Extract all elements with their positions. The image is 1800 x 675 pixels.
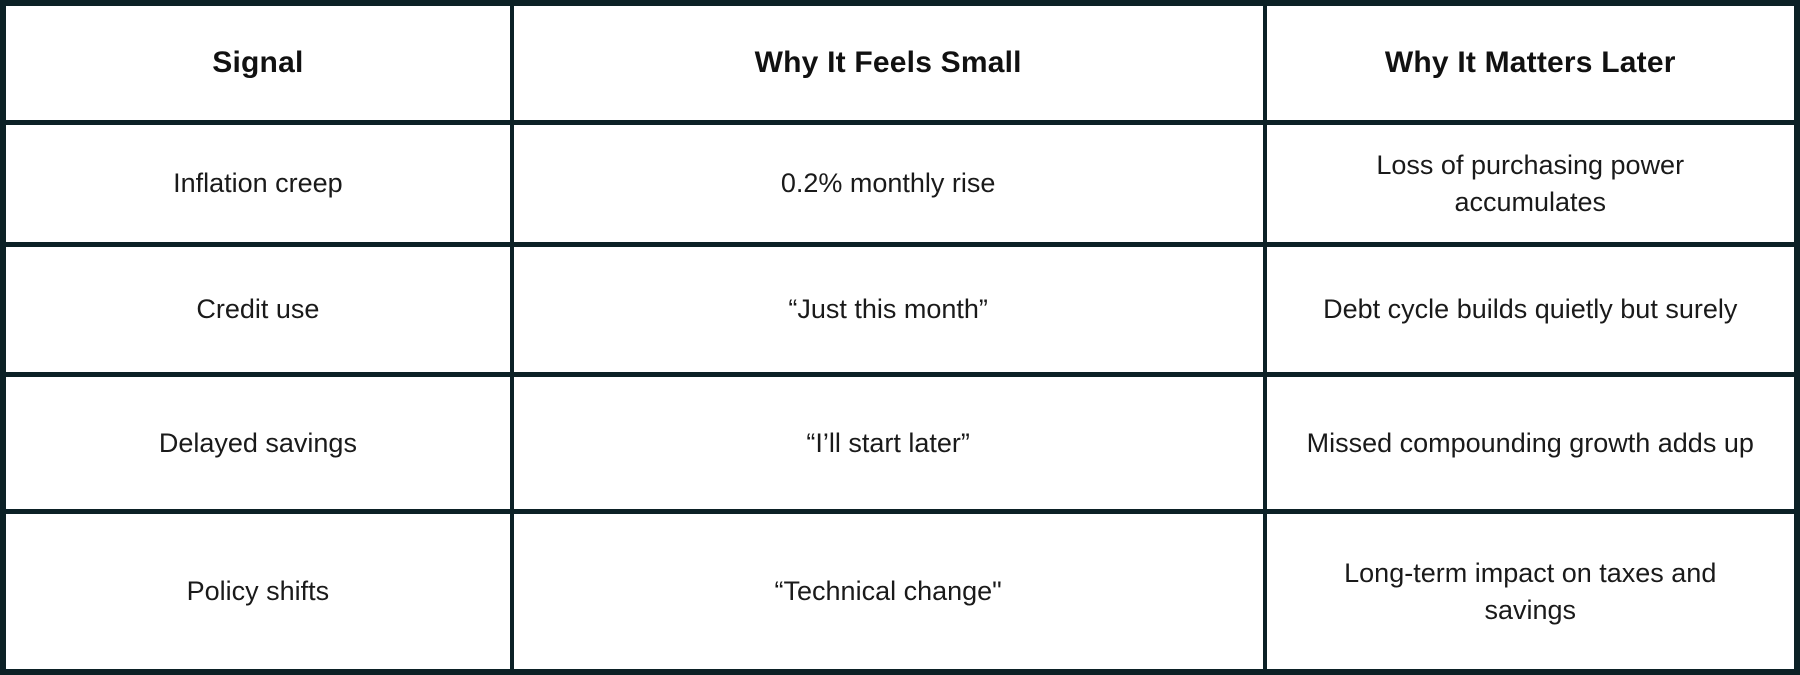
cell-row2-feels-small: “Just this month” xyxy=(513,247,1267,377)
cell-row1-feels-small: 0.2% monthly rise xyxy=(513,125,1267,247)
cell-row2-signal: Credit use xyxy=(6,247,514,377)
cell-row4-matters-later: Long-term impact on taxes and savings xyxy=(1266,514,1794,669)
cell-row2-matters-later: Debt cycle builds quietly but surely xyxy=(1266,247,1794,377)
header-cell-signal: Signal xyxy=(6,6,514,125)
cell-row3-signal: Delayed savings xyxy=(6,377,514,514)
cell-row1-signal: Inflation creep xyxy=(6,125,514,247)
cell-row4-feels-small: “Technical change" xyxy=(513,514,1267,669)
header-cell-why-it-feels-small: Why It Feels Small xyxy=(513,6,1267,125)
cell-row4-signal: Policy shifts xyxy=(6,514,514,669)
cell-row3-matters-later: Missed compounding growth adds up xyxy=(1266,377,1794,514)
header-cell-why-it-matters-later: Why It Matters Later xyxy=(1266,6,1794,125)
cell-row3-feels-small: “I’ll start later” xyxy=(513,377,1267,514)
cell-row1-matters-later: Loss of purchasing power accumulates xyxy=(1266,125,1794,247)
